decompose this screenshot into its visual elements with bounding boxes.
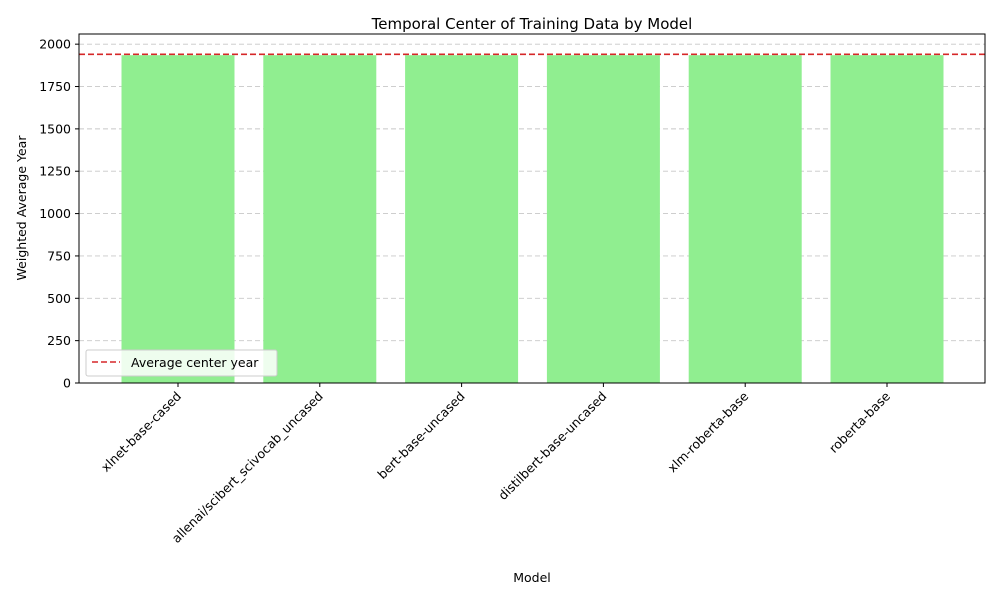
y-tick-label: 1500 bbox=[39, 121, 71, 136]
bar bbox=[830, 55, 944, 383]
y-axis-ticks: 0 250 500 750 1000 1250 1500 1750 2000 bbox=[39, 37, 79, 391]
y-tick-label: 250 bbox=[47, 333, 71, 348]
y-tick-label: 0 bbox=[63, 376, 71, 391]
chart-title: Temporal Center of Training Data by Mode… bbox=[371, 15, 693, 33]
bar bbox=[546, 55, 660, 383]
x-tick-label: roberta-base bbox=[826, 388, 893, 455]
bar bbox=[688, 55, 802, 383]
plot-frame bbox=[78, 33, 986, 384]
legend: Average center year bbox=[85, 349, 278, 377]
legend-box bbox=[85, 349, 278, 377]
bars bbox=[121, 55, 944, 383]
x-axis-label: Model bbox=[513, 570, 551, 585]
y-tick-label: 750 bbox=[47, 248, 71, 263]
y-tick-label: 2000 bbox=[39, 37, 71, 52]
y-tick-label: 1750 bbox=[39, 79, 71, 94]
x-tick-label: bert-base-uncased bbox=[374, 389, 467, 482]
x-tick-label: distilbert-base-uncased bbox=[495, 389, 609, 503]
bar bbox=[121, 55, 235, 383]
y-tick-label: 500 bbox=[47, 291, 71, 306]
x-axis-ticks: xlnet-base-casedallenai/scibert_scivocab… bbox=[98, 383, 893, 546]
bar bbox=[405, 55, 519, 383]
y-tick-label: 1250 bbox=[39, 164, 71, 179]
bar bbox=[263, 55, 377, 383]
x-tick-label: xlm-roberta-base bbox=[665, 388, 752, 475]
legend-label: Average center year bbox=[131, 355, 259, 370]
x-tick-label: xlnet-base-cased bbox=[98, 389, 184, 475]
x-tick-label: allenai/scibert_scivocab_uncased bbox=[169, 389, 326, 546]
y-axis-label: Weighted Average Year bbox=[14, 135, 29, 281]
y-tick-label: 1000 bbox=[39, 206, 71, 221]
